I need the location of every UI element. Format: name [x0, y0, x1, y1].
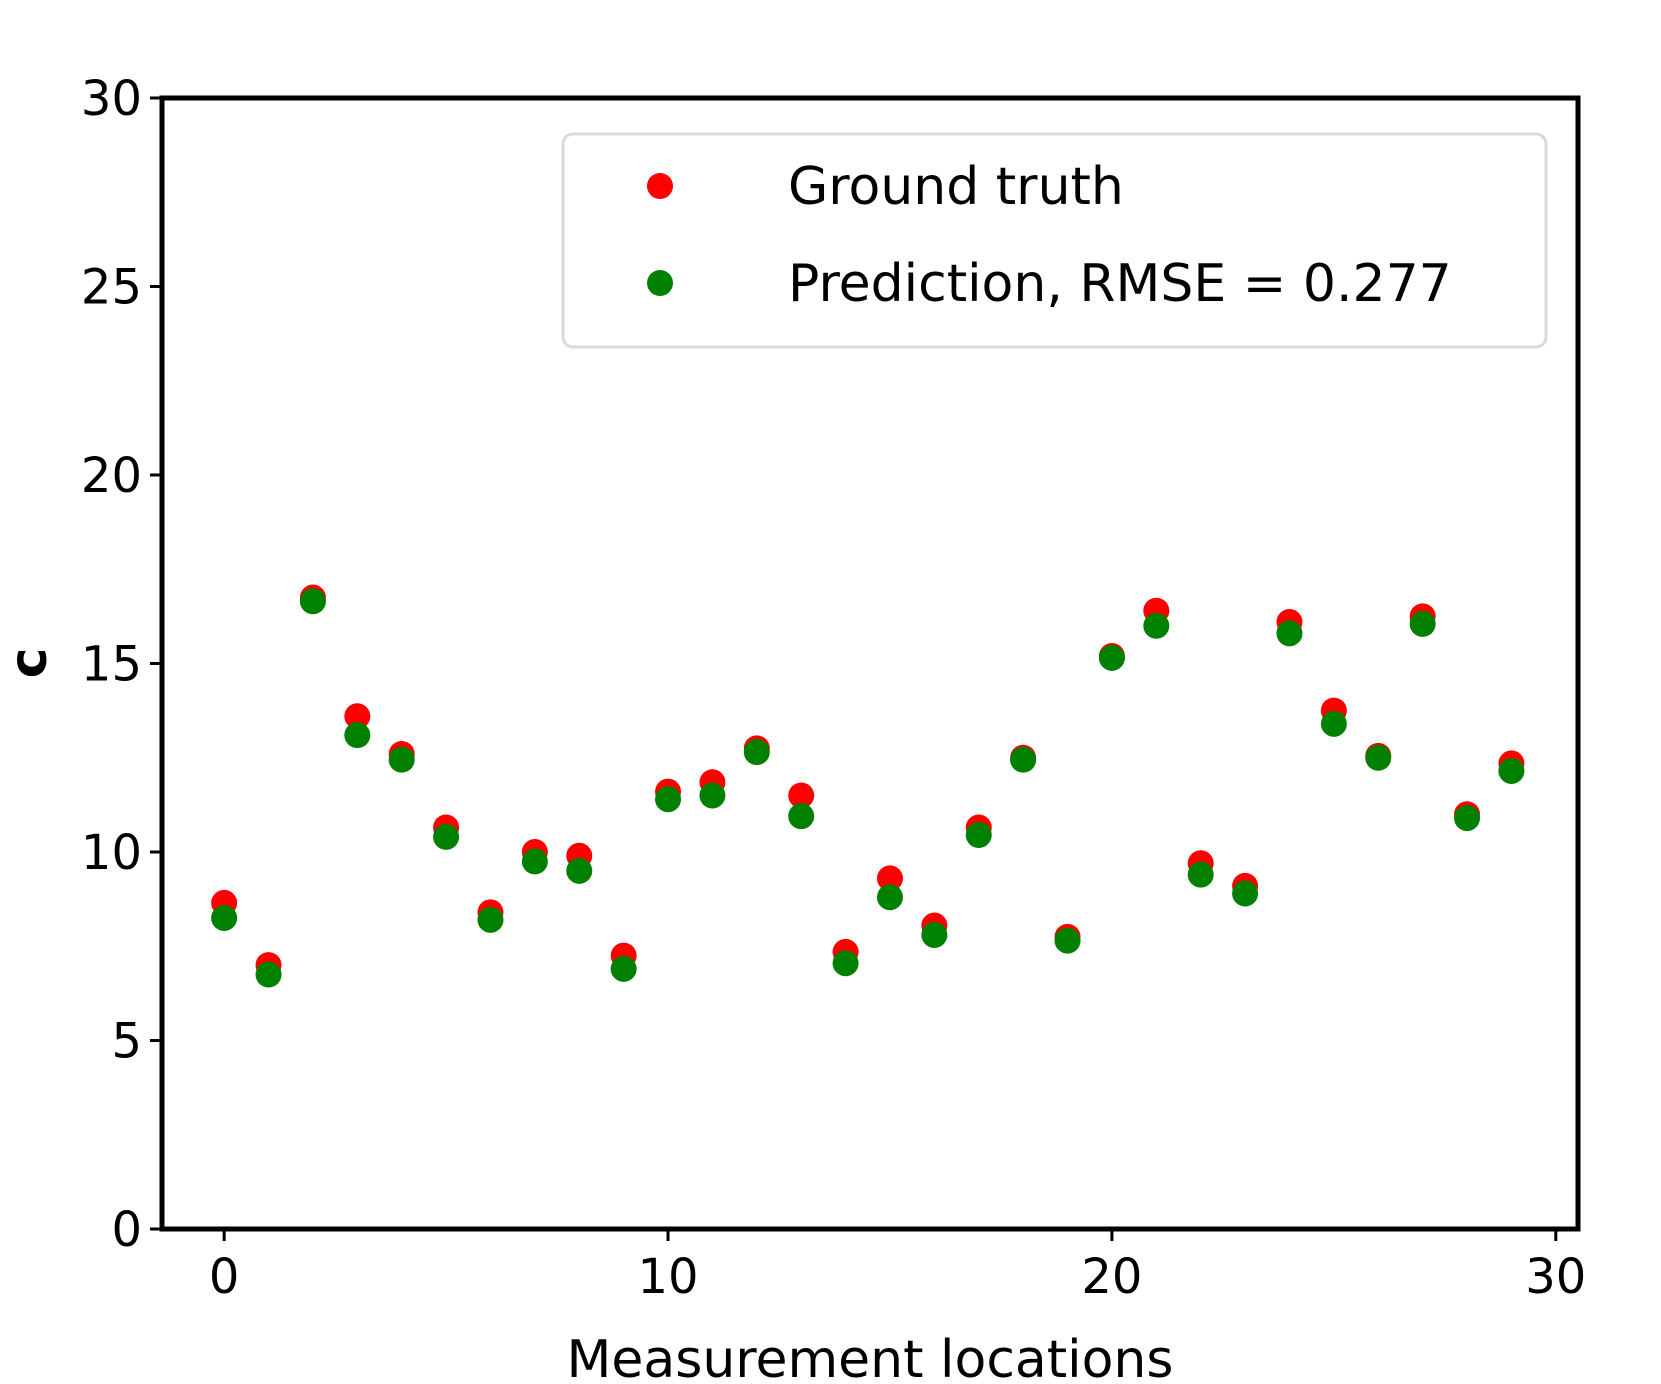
chart-marks: [211, 584, 1525, 988]
prediction-point-17: [965, 822, 992, 849]
prediction-point-20: [1098, 644, 1125, 671]
prediction-point-1: [255, 961, 282, 988]
prediction-point-13: [788, 803, 815, 830]
y-tick-label-10: 10: [81, 825, 142, 881]
prediction-point-10: [655, 786, 682, 813]
prediction-point-27: [1409, 610, 1436, 637]
x-tick-label-30: 30: [1525, 1249, 1586, 1305]
prediction-point-28: [1454, 805, 1481, 832]
legend-box: [561, 132, 1548, 349]
prediction-point-21: [1143, 612, 1170, 639]
prediction-point-14: [832, 950, 859, 977]
prediction-point-15: [876, 884, 903, 911]
prediction-point-25: [1320, 710, 1347, 737]
prediction-point-18: [1010, 746, 1037, 773]
legend-marker-prediction: [647, 270, 673, 296]
legend-label-ground-truth: Ground truth: [788, 157, 1124, 217]
series-prediction: [211, 588, 1525, 988]
y-tick-label-5: 5: [111, 1014, 142, 1070]
prediction-point-22: [1187, 861, 1214, 888]
legend-marker-ground-truth: [647, 173, 673, 199]
x-tick-label-10: 10: [637, 1249, 698, 1305]
prediction-point-23: [1232, 880, 1259, 907]
prediction-point-11: [699, 782, 726, 809]
prediction-point-26: [1365, 744, 1392, 771]
chart-axes: 0 5 10 15 20 25 30 0 10 20 30: [81, 71, 1586, 1305]
ground-truth-point-13: [788, 782, 815, 809]
y-tick-label-25: 25: [81, 260, 142, 316]
prediction-point-9: [610, 955, 637, 982]
x-axis-label: Measurement locations: [567, 1330, 1174, 1384]
legend: Ground truth Prediction, RMSE = 0.277: [561, 132, 1548, 349]
prediction-point-7: [521, 848, 548, 875]
legend-label-prediction: Prediction, RMSE = 0.277: [788, 254, 1452, 314]
prediction-point-29: [1498, 757, 1525, 784]
prediction-point-16: [921, 921, 948, 948]
prediction-point-8: [566, 857, 593, 884]
x-tick-label-0: 0: [209, 1249, 240, 1305]
ground-truth-point-15: [876, 865, 903, 892]
prediction-point-4: [388, 746, 415, 773]
y-tick-label-20: 20: [81, 448, 142, 504]
series-ground-truth: [211, 584, 1525, 979]
prediction-point-6: [477, 906, 504, 933]
y-tick-label-0: 0: [111, 1202, 142, 1258]
y-tick-label-15: 15: [81, 637, 142, 693]
prediction-point-5: [433, 823, 460, 850]
prediction-point-24: [1276, 620, 1303, 647]
x-tick-label-20: 20: [1081, 1249, 1142, 1305]
prediction-point-12: [743, 739, 770, 766]
y-axis-label: c: [0, 648, 59, 679]
prediction-point-3: [344, 722, 371, 749]
ground-truth-point-3: [344, 703, 371, 730]
prediction-point-19: [1054, 927, 1081, 954]
y-tick-label-30: 30: [81, 71, 142, 127]
prediction-point-0: [211, 904, 238, 931]
prediction-point-2: [299, 588, 326, 615]
